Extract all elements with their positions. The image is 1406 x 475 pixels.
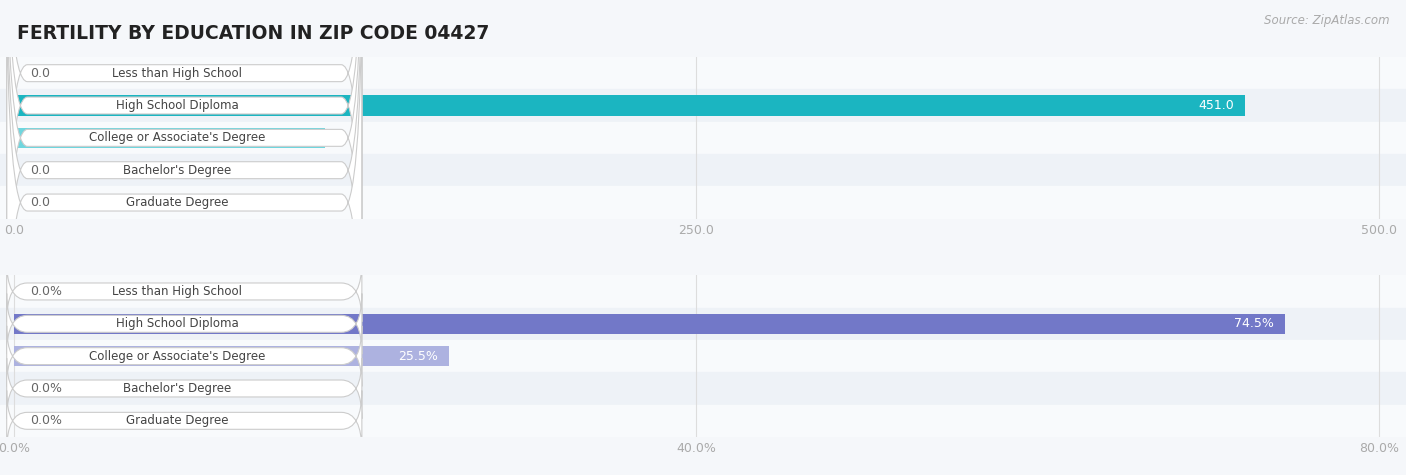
Text: 25.5%: 25.5%	[398, 350, 437, 362]
Text: FERTILITY BY EDUCATION IN ZIP CODE 04427: FERTILITY BY EDUCATION IN ZIP CODE 04427	[17, 24, 489, 43]
Text: 0.0: 0.0	[30, 196, 51, 209]
Text: Bachelor's Degree: Bachelor's Degree	[124, 382, 232, 395]
FancyBboxPatch shape	[7, 358, 361, 419]
FancyBboxPatch shape	[7, 261, 361, 322]
Bar	[14, 314, 1285, 334]
FancyBboxPatch shape	[7, 0, 361, 404]
Text: Less than High School: Less than High School	[112, 285, 242, 298]
Text: High School Diploma: High School Diploma	[115, 99, 239, 112]
Text: 0.0%: 0.0%	[30, 285, 62, 298]
FancyBboxPatch shape	[7, 0, 361, 372]
Text: College or Associate's Degree: College or Associate's Degree	[89, 132, 266, 144]
Text: Bachelor's Degree: Bachelor's Degree	[124, 164, 232, 177]
Text: 0.0: 0.0	[30, 66, 51, 80]
Bar	[0, 122, 1406, 154]
FancyBboxPatch shape	[7, 390, 361, 451]
Text: Graduate Degree: Graduate Degree	[127, 414, 228, 428]
Text: Graduate Degree: Graduate Degree	[127, 196, 228, 209]
Bar	[0, 372, 1406, 405]
FancyBboxPatch shape	[7, 0, 361, 437]
Bar	[0, 57, 1406, 89]
Bar	[0, 89, 1406, 122]
Bar	[0, 340, 1406, 372]
Text: 114.0: 114.0	[278, 132, 314, 144]
Text: 0.0: 0.0	[30, 164, 51, 177]
Bar	[14, 95, 1244, 115]
FancyBboxPatch shape	[7, 326, 361, 387]
Text: 0.0%: 0.0%	[30, 382, 62, 395]
FancyBboxPatch shape	[7, 294, 361, 354]
FancyBboxPatch shape	[7, 0, 361, 340]
FancyBboxPatch shape	[7, 0, 361, 307]
Bar	[0, 154, 1406, 186]
Text: Less than High School: Less than High School	[112, 66, 242, 80]
Bar	[0, 308, 1406, 340]
Bar	[0, 186, 1406, 219]
Text: High School Diploma: High School Diploma	[115, 317, 239, 330]
Bar	[0, 276, 1406, 308]
Bar	[14, 346, 449, 366]
Text: 0.0%: 0.0%	[30, 414, 62, 428]
Text: 451.0: 451.0	[1198, 99, 1234, 112]
Text: 74.5%: 74.5%	[1234, 317, 1274, 330]
Bar	[0, 405, 1406, 437]
Bar	[14, 128, 325, 148]
Text: College or Associate's Degree: College or Associate's Degree	[89, 350, 266, 362]
Text: Source: ZipAtlas.com: Source: ZipAtlas.com	[1264, 14, 1389, 27]
